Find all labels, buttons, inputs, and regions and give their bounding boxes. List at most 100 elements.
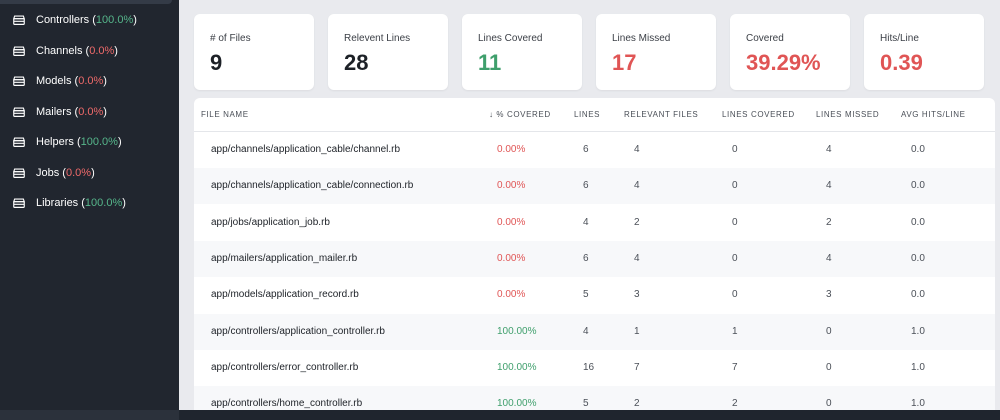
paren-close: )	[103, 105, 107, 118]
relevant-count: 2	[634, 216, 640, 228]
paren-close: )	[103, 75, 107, 87]
covered-percent: 0.00%	[497, 216, 526, 228]
paren-close: )	[114, 44, 118, 57]
lines-count: 4	[583, 325, 589, 337]
lines-count: 4	[583, 216, 589, 228]
avg-hits: 0.0	[911, 289, 925, 301]
paren-open: (	[71, 75, 79, 87]
sidebar-item-label: Jobs	[36, 166, 60, 179]
archive-box-icon	[12, 105, 36, 119]
covered-percent: 0.00%	[497, 144, 526, 155]
relevant-count: 1	[634, 325, 640, 337]
header-covered-sorted[interactable]: ↓ % COVERED	[489, 110, 551, 119]
paren-open: (	[78, 197, 85, 209]
table-row[interactable]: app/mailers/application_mailer.rb 0.00% 6 4…	[194, 240, 995, 277]
header-file-name[interactable]: FILE NAME	[201, 110, 249, 119]
file-name-link[interactable]: app/jobs/application_job.rb	[211, 216, 330, 228]
archive-box-icon	[12, 44, 36, 58]
file-name-link[interactable]: app/controllers/error_controller.rb	[211, 361, 359, 373]
table-row[interactable]: app/models/application_record.rb 0.00% 5 3 0…	[194, 277, 995, 313]
stat-value: 0.39	[880, 50, 923, 75]
sidebar-item-models[interactable]: Models (0.0%)	[12, 71, 107, 91]
sidebar-item-label: Libraries	[36, 197, 79, 209]
lines-covered-count: 0	[732, 180, 738, 192]
sidebar-item-channels[interactable]: Channels (0.0%)	[12, 41, 118, 61]
table-row[interactable]: app/jobs/application_job.rb 0.00% 4 2 0 2 0.0	[194, 205, 995, 241]
sidebar-item-libraries[interactable]: Libraries (100.0%)	[12, 193, 126, 213]
avg-hits: 1.0	[911, 325, 925, 337]
archive-box-icon	[12, 196, 36, 210]
lines-missed-count: 0	[826, 325, 832, 337]
stat-value: 11	[478, 50, 502, 75]
paren-open: (	[82, 44, 90, 57]
sidebar-item-label: Channels	[36, 44, 83, 57]
coverage-table: FILE NAME ↓ % COVERED LINES RELEVANT FIL…	[194, 98, 995, 410]
header-lines[interactable]: LINES	[574, 110, 601, 119]
stat-value: 9	[210, 50, 223, 75]
sidebar-item-label: Helpers	[36, 136, 74, 148]
covered-percent: 100.00%	[497, 361, 537, 373]
paren-close: )	[133, 14, 137, 26]
table-row[interactable]: app/controllers/error_controller.rb 100.0…	[194, 350, 995, 386]
file-name-link[interactable]: app/controllers/home_controller.rb	[211, 398, 363, 410]
file-name-link[interactable]: app/models/application_record.rb	[211, 289, 359, 301]
sidebar-item-helpers[interactable]: Helpers (100.0%)	[12, 132, 122, 152]
sidebar-item-controllers[interactable]: Controllers (100.0%)	[12, 10, 137, 30]
lines-covered-count: 0	[732, 144, 738, 155]
covered-percent: 0.00%	[497, 180, 526, 192]
archive-box-icon	[12, 74, 36, 88]
sidebar-item-mailers[interactable]: Mailers (0.0%)	[12, 102, 107, 122]
relevant-count: 2	[634, 398, 640, 410]
sidebar-item-coverage: 0.0%	[89, 44, 115, 57]
lines-covered-count: 0	[732, 289, 738, 301]
lines-missed-count: 4	[826, 144, 832, 155]
sidebar-item-coverage: 0.0%	[78, 75, 104, 87]
relevant-count: 4	[634, 180, 640, 192]
table-row[interactable]: app/channels/application_cable/connectio…	[194, 168, 995, 205]
avg-hits: 1.0	[911, 398, 925, 410]
file-name-link[interactable]: app/channels/application_cable/channel.r…	[211, 144, 401, 155]
sidebar-item-jobs[interactable]: Jobs (0.0%)	[12, 163, 95, 183]
lines-missed-count: 0	[826, 398, 832, 410]
stat-value: 28	[344, 50, 369, 75]
lines-covered-count: 0	[732, 216, 738, 228]
hits-per-line-card: Hits/Line 0.39	[864, 14, 984, 90]
lines-covered-count: 2	[732, 398, 738, 410]
avg-hits: 0.0	[911, 180, 925, 192]
sidebar-item-label: Models	[36, 75, 72, 87]
archive-box-icon	[12, 135, 36, 149]
lines-count: 16	[583, 361, 595, 373]
avg-hits: 0.0	[911, 252, 925, 264]
header-lines-covered[interactable]: LINES COVERED	[722, 110, 795, 119]
sidebar-active-item-remnant	[0, 0, 172, 4]
stat-label: Covered	[746, 33, 784, 44]
header-lines-missed[interactable]: LINES MISSED	[816, 110, 880, 119]
paren-open: (	[89, 14, 96, 26]
paren-close: )	[91, 166, 95, 179]
covered-percent: 100.00%	[497, 398, 537, 410]
main-content: # of Files 9 Relevent Lines 28 Lines Covered…	[179, 0, 1000, 420]
table-row[interactable]: app/controllers/application_controller.r…	[194, 313, 995, 350]
header-relevant-files[interactable]: RELEVANT FILES	[624, 110, 699, 119]
stat-label: Hits/Line	[880, 33, 919, 44]
sidebar-item-coverage: 0.0%	[78, 105, 104, 118]
file-name-link[interactable]: app/mailers/application_mailer.rb	[211, 252, 358, 264]
stat-label: Lines Covered	[478, 33, 543, 44]
avg-hits: 1.0	[911, 361, 925, 373]
file-name-link[interactable]: app/channels/application_cable/connectio…	[211, 180, 414, 192]
avg-hits: 0.0	[911, 216, 925, 228]
table-row[interactable]: app/controllers/home_controller.rb 100.00…	[194, 386, 995, 410]
file-name-link[interactable]: app/controllers/application_controller.r…	[211, 325, 385, 337]
relevant-lines-card: Relevent Lines 28	[328, 14, 448, 90]
sidebar-item-label: Controllers	[36, 14, 90, 26]
lines-missed-count: 2	[826, 216, 832, 228]
relevant-count: 4	[634, 252, 640, 264]
sidebar-footer	[0, 410, 179, 420]
lines-count: 5	[583, 289, 589, 301]
paren-open: (	[73, 136, 81, 148]
table-row[interactable]: app/channels/application_cable/channel.r…	[194, 132, 995, 168]
bottom-bar	[179, 410, 1000, 420]
stat-label: Lines Missed	[612, 33, 671, 44]
header-avg-hits[interactable]: AVG HITS/LINE	[901, 110, 966, 119]
archive-box-icon	[12, 13, 36, 27]
